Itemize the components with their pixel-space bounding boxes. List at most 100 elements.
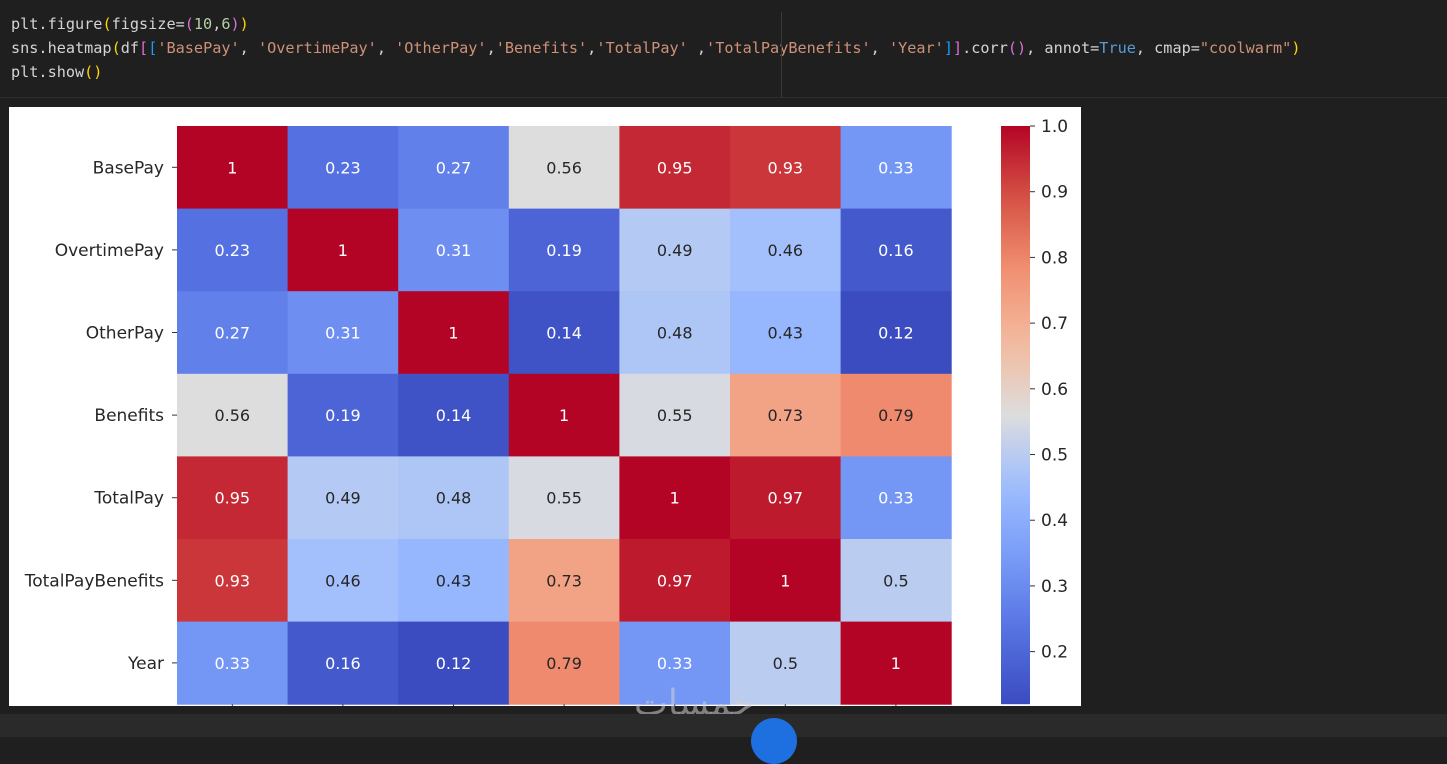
y-tick-label: OvertimePay xyxy=(55,241,164,261)
heatmap-cell xyxy=(619,373,731,457)
code-token: 6 xyxy=(221,15,231,33)
heatmap-cell xyxy=(730,456,842,540)
cell-annotation: 0.55 xyxy=(546,489,582,508)
colorbar-tick-label: 0.7 xyxy=(1041,314,1068,334)
y-tick-label: TotalPayBenefits xyxy=(24,571,164,591)
heatmap-cell xyxy=(398,539,510,623)
heatmap-cell xyxy=(177,539,289,623)
heatmap-cell xyxy=(840,208,952,292)
cell-annotation: 0.46 xyxy=(325,571,361,590)
cell-annotation: 0.97 xyxy=(657,571,693,590)
code-token: () xyxy=(1007,39,1027,57)
code-token: 'TotalPay' xyxy=(596,39,688,57)
heatmap-cell xyxy=(287,126,399,210)
code-token: ( xyxy=(184,15,194,33)
cell-annotation: 1 xyxy=(448,324,458,343)
code-token: ) xyxy=(230,15,240,33)
cell-annotation: 0.16 xyxy=(325,654,361,673)
code-token: "coolwarm" xyxy=(1199,39,1292,57)
code-token: plt.figure xyxy=(11,15,103,33)
y-tick-label: TotalPay xyxy=(93,489,164,509)
heatmap-cell xyxy=(177,126,289,210)
cell-annotation: 0.93 xyxy=(767,158,803,177)
cell-annotation: 0.55 xyxy=(657,406,693,425)
cell-annotation: 0.79 xyxy=(546,654,582,673)
heatmap-cell xyxy=(287,539,399,623)
code-editor[interactable]: plt.figure(figsize=(10,6)) sns.heatmap(df… xyxy=(11,12,1300,84)
code-token: ( xyxy=(111,39,121,57)
heatmap-cell xyxy=(619,291,731,375)
cell-annotation: 0.12 xyxy=(878,324,914,343)
cell-annotation: 1 xyxy=(338,241,348,260)
cell-annotation: 0.48 xyxy=(657,324,693,343)
heatmap-cell xyxy=(840,539,952,623)
code-line[interactable]: sns.heatmap(df[['BasePay', 'OvertimePay'… xyxy=(11,36,1300,60)
heatmap-cell xyxy=(398,291,510,375)
heatmap-cell xyxy=(840,126,952,210)
heatmap-cell xyxy=(730,126,842,210)
code-token: 'BasePay' xyxy=(157,39,240,57)
bottom-bar xyxy=(0,714,1447,737)
cell-annotation: 0.31 xyxy=(436,241,472,260)
code-token: , annot= xyxy=(1026,39,1100,57)
code-token: .corr xyxy=(962,39,1008,57)
cell-annotation: 0.27 xyxy=(436,158,472,177)
code-token: ] xyxy=(943,39,953,57)
code-token: , xyxy=(486,39,496,57)
heatmap-cell xyxy=(508,456,620,540)
heatmap-cell xyxy=(619,539,731,623)
heatmap-cell xyxy=(730,208,842,292)
heatmap-cell xyxy=(730,621,842,705)
code-token: () xyxy=(84,63,103,81)
cell-annotation: 0.93 xyxy=(214,571,250,590)
heatmap-cell xyxy=(177,291,289,375)
code-line[interactable]: plt.figure(figsize=(10,6)) xyxy=(11,12,1300,36)
cell-annotation: 0.73 xyxy=(546,571,582,590)
heatmap-cell xyxy=(177,621,289,705)
colorbar-tick-label: 0.3 xyxy=(1041,577,1068,597)
code-token: True xyxy=(1099,39,1136,57)
heatmap-cell xyxy=(398,126,510,210)
editor-ruler xyxy=(781,12,782,97)
heatmap-cell xyxy=(619,621,731,705)
cell-annotation: 0.73 xyxy=(767,406,803,425)
heatmap-cell xyxy=(287,291,399,375)
colorbar-tick-label: 0.5 xyxy=(1041,446,1068,466)
cell-annotation: 0.79 xyxy=(878,406,914,425)
cell-annotation: 0.43 xyxy=(436,571,472,590)
heatmap-cell xyxy=(730,291,842,375)
code-token: 'Year' xyxy=(888,39,944,57)
code-token: , xyxy=(587,39,597,57)
cell-annotation: 0.56 xyxy=(214,406,250,425)
heatmap-cell xyxy=(398,621,510,705)
cell-annotation: 0.49 xyxy=(657,241,693,260)
heatmap-cell xyxy=(508,208,620,292)
heatmap-cell xyxy=(508,539,620,623)
heatmap-cell xyxy=(730,373,842,457)
y-tick-label: Year xyxy=(127,654,164,674)
code-token: 10 xyxy=(193,15,213,33)
y-tick-label: Benefits xyxy=(94,406,164,426)
y-tick-label: OtherPay xyxy=(86,324,164,344)
cell-annotation: 0.43 xyxy=(767,324,803,343)
colorbar-tick-label: 1.0 xyxy=(1041,117,1068,137)
code-token: , xyxy=(870,39,889,57)
cell-annotation: 0.27 xyxy=(214,324,250,343)
cell-annotation: 0.19 xyxy=(546,241,582,260)
code-token: ] xyxy=(952,39,963,57)
code-token: ) xyxy=(1291,39,1301,57)
code-token: [ xyxy=(148,39,158,57)
cell-annotation: 0.46 xyxy=(767,241,803,260)
cell-annotation: 1 xyxy=(670,489,680,508)
cell-annotation: 0.48 xyxy=(436,489,472,508)
floating-action-button[interactable] xyxy=(751,718,797,764)
heatmap-cell xyxy=(177,373,289,457)
heatmap-cell xyxy=(508,621,620,705)
code-token: figsize= xyxy=(111,15,185,33)
heatmap-cell xyxy=(730,539,842,623)
code-token: 'Benefits' xyxy=(495,39,588,57)
cell-output: 1 0.23 0.27 0.56 0.95 0.93 0.33 0.23 1 0.31 0.19 0.… xyxy=(9,107,1081,710)
code-line[interactable]: plt.show() xyxy=(11,60,1300,84)
cell-annotation: 0.12 xyxy=(436,654,472,673)
code-cell[interactable]: plt.figure(figsize=(10,6)) sns.heatmap(df… xyxy=(0,0,1447,98)
